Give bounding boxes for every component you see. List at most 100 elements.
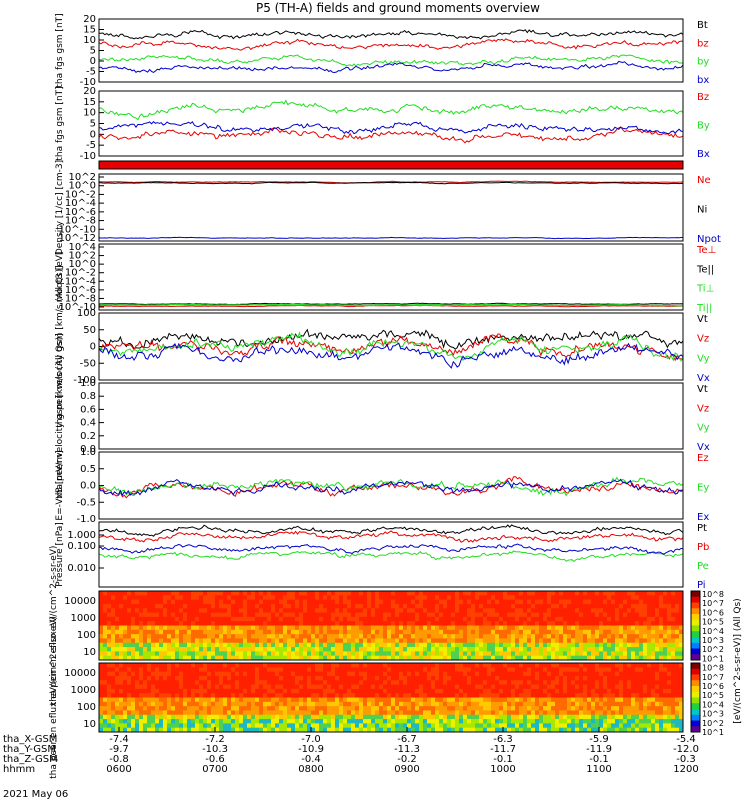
heatmap-cell <box>667 706 672 711</box>
heatmap-cell <box>379 710 384 716</box>
heatmap-cell <box>403 693 408 698</box>
heatmap-cell <box>531 727 536 733</box>
heatmap-cell <box>567 727 572 733</box>
heatmap-cell <box>335 616 340 622</box>
heatmap-cell <box>495 599 500 605</box>
heatmap-cell <box>487 706 492 711</box>
heatmap-cell <box>379 684 384 690</box>
heatmap-cell <box>331 714 336 720</box>
heatmap-cell <box>459 671 464 677</box>
heatmap-cell <box>99 675 104 681</box>
heatmap-cell <box>159 723 164 729</box>
heatmap-cell <box>375 634 380 639</box>
heatmap-cell <box>247 697 252 703</box>
heatmap-cell <box>659 667 664 673</box>
heatmap-cell <box>599 693 604 698</box>
heatmap-cell <box>607 680 612 685</box>
heatmap-cell <box>419 671 424 677</box>
heatmap-cell <box>283 634 288 639</box>
heatmap-cell <box>487 591 492 596</box>
heatmap-cell <box>471 608 476 613</box>
heatmap-cell <box>351 688 356 694</box>
heatmap-cell <box>131 621 136 626</box>
heatmap-cell <box>591 684 596 690</box>
heatmap-cell <box>603 621 608 626</box>
heatmap-cell <box>451 714 456 720</box>
heatmap-cell <box>259 612 264 618</box>
heatmap-cell <box>171 671 176 677</box>
heatmap-cell <box>415 612 420 618</box>
heatmap-cell <box>159 603 164 609</box>
heatmap-cell <box>551 727 556 733</box>
heatmap-cell <box>519 714 524 720</box>
heatmap-cell <box>367 642 372 648</box>
heatmap-cell <box>671 684 676 690</box>
heatmap-cell <box>599 591 604 596</box>
heatmap-cell <box>659 684 664 690</box>
heatmap-cell <box>115 727 120 733</box>
heatmap-cell <box>139 655 144 661</box>
heatmap-cell <box>207 663 212 668</box>
heatmap-cell <box>575 647 580 652</box>
heatmap-cell <box>235 608 240 613</box>
heatmap-cell <box>567 697 572 703</box>
heatmap-cell <box>527 642 532 648</box>
heatmap-cell <box>147 671 152 677</box>
heatmap-cell <box>387 629 392 635</box>
orbit-value: -0.3 <box>676 754 696 765</box>
heatmap-cell <box>479 634 484 639</box>
heatmap-cell <box>499 625 504 631</box>
heatmap-cell <box>227 634 232 639</box>
heatmap-cell <box>543 621 548 626</box>
heatmap-cell <box>259 701 264 707</box>
heatmap-cell <box>495 693 500 698</box>
heatmap-cell <box>183 629 188 635</box>
heatmap-cell <box>547 688 552 694</box>
heatmap-cell <box>379 612 384 618</box>
heatmap-cell <box>319 651 324 657</box>
heatmap-cell <box>259 710 264 716</box>
heatmap-cell <box>643 625 648 631</box>
heatmap-cell <box>587 701 592 707</box>
heatmap-cell <box>111 625 116 631</box>
heatmap-cell <box>271 616 276 622</box>
heatmap-cell <box>487 714 492 720</box>
heatmap-cell <box>539 719 544 724</box>
heatmap-cell <box>539 642 544 648</box>
heatmap-cell <box>251 727 256 733</box>
heatmap-cell <box>527 684 532 690</box>
heatmap-cell <box>451 675 456 681</box>
heatmap-cell <box>455 701 460 707</box>
heatmap-cell <box>495 727 500 733</box>
heatmap-cell <box>119 599 124 605</box>
heatmap-cell <box>327 595 332 601</box>
heatmap-cell <box>151 642 156 648</box>
heatmap-cell <box>523 671 528 677</box>
heatmap-cell <box>355 642 360 648</box>
heatmap-cell <box>355 706 360 711</box>
heatmap-cell <box>271 688 276 694</box>
heatmap-cell <box>515 629 520 635</box>
heatmap-cell <box>231 647 236 652</box>
heatmap-cell <box>383 625 388 631</box>
heatmap-cell <box>635 595 640 601</box>
heatmap-cell <box>327 684 332 690</box>
heatmap-cell <box>103 684 108 690</box>
heatmap-cell <box>531 591 536 596</box>
heatmap-cell <box>539 625 544 631</box>
heatmap-cell <box>511 723 516 729</box>
heatmap-cell <box>571 612 576 618</box>
heatmap-cell <box>519 634 524 639</box>
heatmap-cell <box>627 647 632 652</box>
heatmap-cell <box>647 710 652 716</box>
y-axis-label: tha peir velocity gsm [km/s (All Qs)] <box>55 265 65 427</box>
heatmap-cell <box>679 616 684 622</box>
heatmap-cell <box>667 591 672 596</box>
heatmap-cell <box>355 651 360 657</box>
heatmap-cell <box>239 701 244 707</box>
heatmap-cell <box>655 693 660 698</box>
date-label: 2021 May 06 <box>3 789 68 800</box>
heatmap-cell <box>395 638 400 644</box>
heatmap-cell <box>263 591 268 596</box>
heatmap-cell <box>291 621 296 626</box>
